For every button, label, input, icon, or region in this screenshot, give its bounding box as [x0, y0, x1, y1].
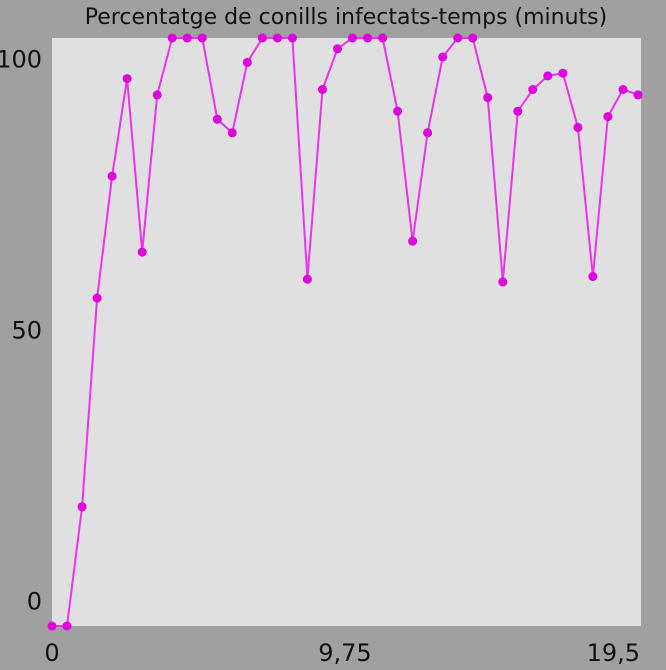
data-point	[603, 112, 613, 122]
data-point	[167, 33, 177, 43]
data-point	[558, 68, 568, 78]
data-point	[408, 236, 418, 246]
data-point	[438, 52, 448, 62]
data-point	[453, 33, 463, 43]
data-point	[588, 272, 598, 281]
x-axis-tick-labels: 0 9,75 19,5	[44, 639, 640, 667]
data-point	[333, 44, 342, 54]
data-point	[573, 122, 583, 132]
data-point	[618, 85, 628, 94]
data-point	[182, 33, 192, 43]
data-point	[272, 33, 282, 43]
data-point	[62, 621, 72, 631]
data-point	[152, 90, 162, 100]
data-point	[242, 57, 252, 67]
data-point	[77, 502, 87, 512]
data-point	[92, 293, 102, 303]
data-point	[498, 277, 508, 287]
chart-title: Percentatge de conills infectats-temps (…	[85, 5, 607, 30]
data-point	[107, 171, 117, 181]
x-tick-label: 9,75	[318, 639, 371, 666]
data-point	[212, 114, 222, 124]
data-point	[348, 33, 357, 43]
data-point	[393, 106, 403, 116]
plot-area	[52, 38, 641, 626]
x-tick-label: 0	[44, 639, 59, 666]
data-points	[47, 33, 643, 631]
data-point	[137, 247, 147, 257]
data-point	[302, 274, 312, 284]
series-line	[52, 37, 639, 627]
data-point	[227, 128, 237, 138]
data-point	[257, 33, 267, 43]
data-point	[483, 93, 493, 103]
data-point	[378, 33, 388, 43]
data-point	[423, 128, 433, 138]
y-tick-label: 0	[27, 588, 42, 616]
y-tick-label: 50	[11, 317, 42, 345]
data-point	[197, 33, 207, 43]
data-point	[633, 90, 643, 100]
data-point	[287, 33, 297, 43]
data-point	[528, 85, 538, 94]
data-point	[47, 621, 57, 631]
x-tick-label: 19,5	[587, 639, 640, 666]
data-point	[513, 106, 523, 116]
y-axis-tick-labels: 0 50 100	[0, 46, 42, 616]
data-point	[122, 74, 132, 84]
data-point	[318, 85, 327, 94]
data-point	[543, 71, 553, 81]
y-tick-label: 100	[0, 46, 42, 74]
data-point	[363, 33, 372, 43]
data-point	[468, 33, 478, 43]
